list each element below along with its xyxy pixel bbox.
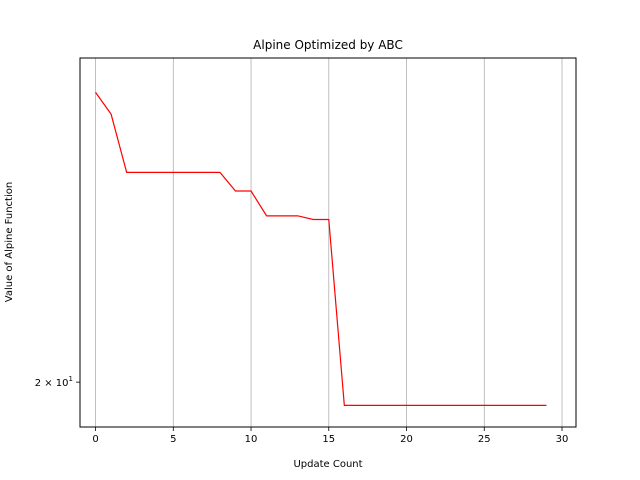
x-axis-label: Update Count: [293, 459, 362, 470]
y-tick-exponent: 1: [69, 375, 73, 383]
x-tick-label: 0: [92, 434, 98, 445]
x-tick-label: 30: [556, 434, 569, 445]
x-axis-ticks: 0 5 10 15 20 25 30: [92, 427, 568, 445]
chart-title: Alpine Optimized by ABC: [253, 38, 403, 52]
x-tick-label: 25: [478, 434, 491, 445]
x-tick-label: 15: [322, 434, 335, 445]
x-tick-label: 20: [400, 434, 413, 445]
x-tick-label: 10: [245, 434, 258, 445]
grid: [95, 58, 563, 427]
y-axis-ticks: 2 × 101: [35, 375, 80, 389]
series-line: [95, 92, 547, 406]
x-tick-label: 5: [170, 434, 176, 445]
axes-frame: [79, 57, 577, 428]
y-tick-label: 2 × 101: [35, 375, 73, 389]
plot-area: [95, 92, 547, 406]
y-axis-label: Value of Alpine Function: [4, 182, 15, 302]
